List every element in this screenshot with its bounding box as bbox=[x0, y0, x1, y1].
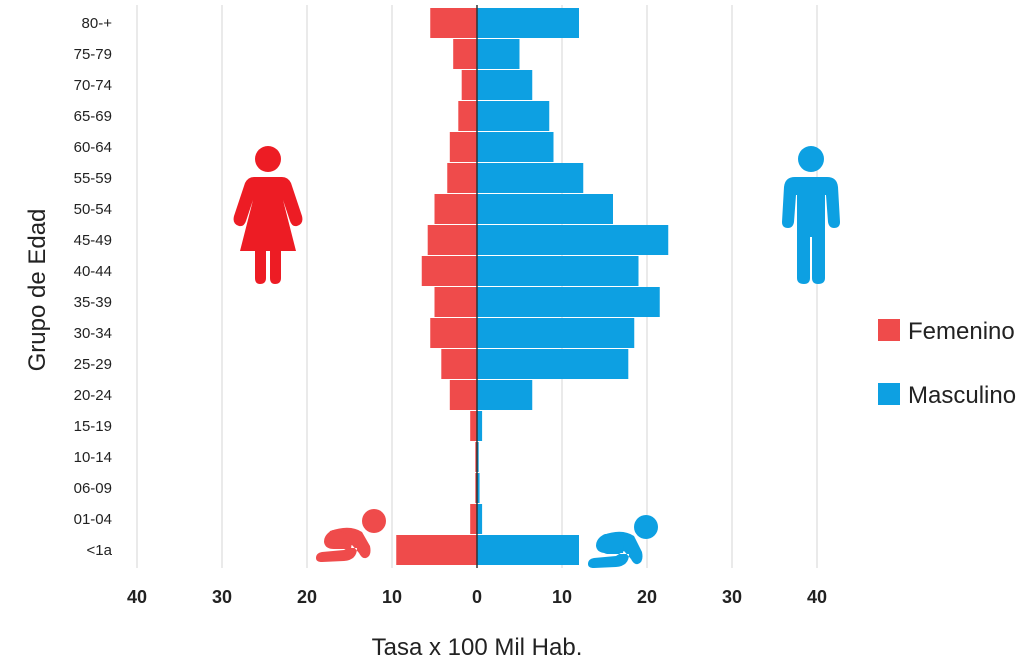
y-tick-label: 40-44 bbox=[74, 263, 112, 280]
bar-femenino-12 bbox=[449, 380, 477, 410]
bar-femenino-10 bbox=[430, 318, 477, 348]
x-tick-label: 10 bbox=[382, 587, 402, 607]
crawling-baby-icon-right bbox=[588, 515, 658, 568]
y-tick-label: 55-59 bbox=[74, 170, 112, 187]
bar-femenino-17 bbox=[396, 535, 477, 565]
bar-masculino-11 bbox=[477, 349, 629, 379]
y-tick-label: 60-64 bbox=[74, 139, 112, 156]
bar-masculino-8 bbox=[477, 256, 639, 286]
legend-swatch-masculino bbox=[878, 383, 900, 405]
x-tick-label: 10 bbox=[552, 587, 572, 607]
legend-label-femenino: Femenino bbox=[908, 318, 1015, 345]
y-tick-label: 20-24 bbox=[74, 387, 112, 404]
bar-masculino-17 bbox=[477, 535, 579, 565]
y-tick-label: 25-29 bbox=[74, 356, 112, 373]
bar-femenino-8 bbox=[421, 256, 477, 286]
x-tick-label: 40 bbox=[807, 587, 827, 607]
y-tick-label: 65-69 bbox=[74, 108, 112, 125]
bar-masculino-4 bbox=[477, 132, 554, 162]
bar-femenino-11 bbox=[441, 349, 477, 379]
man-icon bbox=[782, 146, 840, 284]
y-tick-label: 10-14 bbox=[74, 449, 112, 466]
bar-masculino-3 bbox=[477, 101, 550, 131]
bar-masculino-0 bbox=[477, 8, 579, 38]
bar-femenino-4 bbox=[449, 132, 477, 162]
y-tick-label: 30-34 bbox=[74, 325, 112, 342]
y-tick-labels: 80-+ 75-79 70-74 65-69 60-64 55-59 50-54 45-49 4… bbox=[74, 15, 113, 559]
bar-masculino-7 bbox=[477, 225, 669, 255]
x-axis-title: Tasa x 100 Mil Hab. bbox=[372, 634, 583, 661]
bar-masculino-6 bbox=[477, 194, 613, 224]
bar-femenino-9 bbox=[434, 287, 477, 317]
bar-femenino-7 bbox=[427, 225, 477, 255]
y-tick-label: 06-09 bbox=[74, 480, 112, 497]
x-tick-label: 20 bbox=[297, 587, 317, 607]
x-tick-label: 30 bbox=[212, 587, 232, 607]
bar-masculino-1 bbox=[477, 39, 520, 69]
y-axis-title: Grupo de Edad bbox=[24, 209, 51, 372]
y-tick-label: 01-04 bbox=[74, 511, 112, 528]
bar-masculino-15 bbox=[477, 473, 480, 503]
bar-masculino-13 bbox=[477, 411, 483, 441]
bar-masculino-9 bbox=[477, 287, 660, 317]
bar-femenino-5 bbox=[447, 163, 477, 193]
grid-lines bbox=[136, 5, 818, 568]
x-tick-label: 30 bbox=[722, 587, 742, 607]
y-tick-label: 15-19 bbox=[74, 418, 112, 435]
crawling-baby-icon-left bbox=[316, 509, 386, 562]
y-tick-label: 80-+ bbox=[82, 15, 113, 32]
bar-masculino-16 bbox=[477, 504, 483, 534]
bars-group bbox=[396, 8, 669, 565]
y-tick-label: 75-79 bbox=[74, 46, 112, 63]
bar-masculino-2 bbox=[477, 70, 533, 100]
legend: Femenino Masculino bbox=[878, 318, 1016, 409]
y-tick-label: 35-39 bbox=[74, 294, 112, 311]
x-tick-label: 20 bbox=[637, 587, 657, 607]
bar-femenino-15 bbox=[475, 473, 477, 503]
bar-femenino-6 bbox=[434, 194, 477, 224]
y-tick-label: 70-74 bbox=[74, 77, 112, 94]
x-tick-label: 40 bbox=[127, 587, 147, 607]
x-tick-label: 0 bbox=[472, 587, 482, 607]
legend-swatch-femenino bbox=[878, 319, 900, 341]
bar-femenino-1 bbox=[453, 39, 477, 69]
bar-femenino-0 bbox=[430, 8, 477, 38]
bar-masculino-12 bbox=[477, 380, 533, 410]
y-tick-label: 50-54 bbox=[74, 201, 112, 218]
bar-femenino-14 bbox=[475, 442, 477, 472]
bar-femenino-16 bbox=[470, 504, 477, 534]
bar-femenino-3 bbox=[458, 101, 477, 131]
bar-femenino-13 bbox=[470, 411, 477, 441]
bar-masculino-10 bbox=[477, 318, 635, 348]
bar-masculino-14 bbox=[477, 442, 479, 472]
woman-icon bbox=[233, 146, 303, 284]
legend-label-masculino: Masculino bbox=[908, 382, 1016, 409]
x-tick-labels: 40 30 20 10 0 10 20 30 40 bbox=[127, 587, 827, 607]
y-tick-label: 45-49 bbox=[74, 232, 112, 249]
bar-masculino-5 bbox=[477, 163, 584, 193]
bar-femenino-2 bbox=[461, 70, 477, 100]
y-tick-label: <1a bbox=[87, 542, 113, 559]
